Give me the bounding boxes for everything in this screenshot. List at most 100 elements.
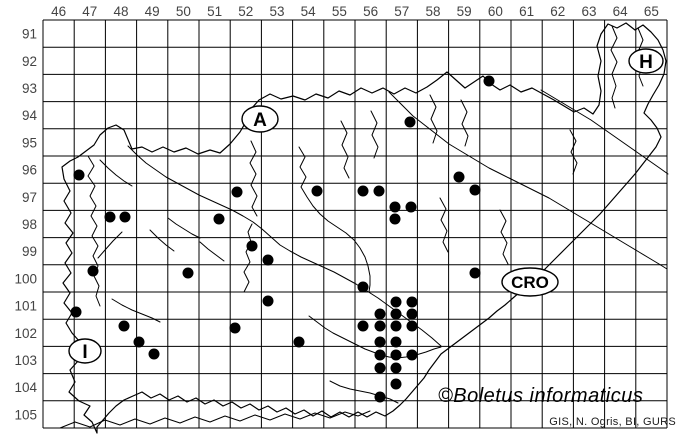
- river-line: [97, 231, 123, 259]
- col-label: 50: [176, 4, 191, 19]
- occurrence-dot: [390, 320, 402, 332]
- row-label: 102: [14, 326, 37, 341]
- river-line: [429, 94, 438, 144]
- country-ellipse-CRO: [501, 267, 559, 297]
- row-label: 98: [22, 217, 37, 232]
- occurrence-dot: [133, 336, 145, 348]
- occurrence-dot: [406, 308, 418, 320]
- occurrence-dot: [229, 322, 241, 334]
- occurrence-dot: [118, 320, 130, 332]
- copyright-watermark: ©Boletus informaticus: [438, 385, 644, 407]
- col-label: 55: [332, 4, 347, 19]
- occurrence-dot: [87, 265, 99, 277]
- col-label: 47: [82, 4, 97, 19]
- occurrence-dot: [357, 320, 369, 332]
- row-label: 105: [14, 407, 37, 422]
- occurrence-dot: [469, 267, 481, 279]
- river-line: [569, 129, 578, 175]
- col-label: 49: [145, 4, 160, 19]
- occurrence-dot: [357, 185, 369, 197]
- occurrence-dot: [373, 185, 385, 197]
- col-label: 65: [644, 4, 659, 19]
- col-label: 48: [113, 4, 128, 19]
- row-label: 100: [14, 271, 37, 286]
- col-label: 46: [51, 4, 66, 19]
- country-label-H: H: [639, 52, 653, 73]
- occurrence-dot: [374, 320, 386, 332]
- col-label: 60: [488, 4, 503, 19]
- occurrence-dot: [213, 213, 225, 225]
- row-label: 104: [14, 380, 37, 395]
- occurrence-dot: [404, 116, 416, 128]
- river-line: [298, 146, 371, 293]
- col-label: 54: [301, 4, 317, 19]
- country-ellipse-I: [68, 338, 102, 364]
- river-line: [540, 89, 669, 175]
- occurrence-dot: [262, 254, 274, 266]
- river-line: [199, 241, 225, 262]
- river-line: [370, 110, 379, 159]
- occurrence-dot: [104, 211, 116, 223]
- row-label: 101: [14, 299, 37, 314]
- country-border: [61, 22, 667, 434]
- occurrence-dot: [148, 348, 160, 360]
- col-label: 51: [207, 4, 222, 19]
- river-line: [243, 223, 253, 293]
- col-label: 63: [581, 4, 596, 19]
- occurrence-dot: [70, 306, 82, 318]
- row-label: 97: [22, 190, 37, 205]
- country-ellipse-A: [241, 105, 279, 133]
- col-label: 58: [425, 4, 440, 19]
- col-label: 56: [363, 4, 378, 19]
- river-line: [127, 145, 442, 347]
- occurrence-dot: [390, 336, 402, 348]
- occurrence-dot: [405, 201, 417, 213]
- occurrence-dot: [374, 349, 386, 361]
- row-label: 103: [14, 353, 37, 368]
- row-label: 91: [22, 27, 37, 42]
- occurrence-dot: [469, 184, 481, 196]
- river-line: [439, 197, 449, 253]
- river-line: [340, 120, 350, 179]
- river-line: [99, 159, 133, 187]
- occurrence-dot: [390, 378, 402, 390]
- row-label: 94: [22, 108, 38, 123]
- occurrence-dot: [406, 296, 418, 308]
- occurrence-dot: [231, 186, 243, 198]
- river-line: [460, 99, 469, 147]
- occurrence-dot: [293, 336, 305, 348]
- occurrence-dot: [374, 308, 386, 320]
- col-label: 59: [457, 4, 472, 19]
- river-line: [610, 25, 618, 109]
- row-label: 93: [22, 81, 37, 96]
- river-line: [87, 155, 101, 307]
- row-label: 95: [22, 135, 37, 150]
- river-line: [149, 229, 175, 252]
- col-label: 61: [519, 4, 534, 19]
- row-label: 96: [22, 163, 37, 178]
- occurrence-dot: [389, 201, 401, 213]
- occurrence-dot: [73, 169, 85, 181]
- occurrence-dot: [453, 171, 465, 183]
- occurrence-dot: [311, 185, 323, 197]
- river-line: [329, 380, 399, 404]
- river-line: [59, 410, 371, 429]
- river-line: [499, 209, 509, 265]
- occurrence-dot: [390, 296, 402, 308]
- occurrence-dot: [262, 295, 274, 307]
- country-label-CRO: CRO: [511, 273, 549, 292]
- occurrence-dot: [182, 267, 194, 279]
- col-label: 62: [550, 4, 565, 19]
- row-label: 92: [22, 54, 37, 69]
- river-line: [388, 91, 668, 270]
- col-label: 53: [269, 4, 284, 19]
- occurrence-dot: [483, 75, 495, 87]
- occurrence-dot: [357, 281, 369, 293]
- col-label: 52: [238, 4, 253, 19]
- country-label-I: I: [82, 342, 87, 363]
- occurrence-dot: [119, 211, 131, 223]
- country-ellipse-H: [628, 48, 664, 74]
- col-label: 57: [394, 4, 409, 19]
